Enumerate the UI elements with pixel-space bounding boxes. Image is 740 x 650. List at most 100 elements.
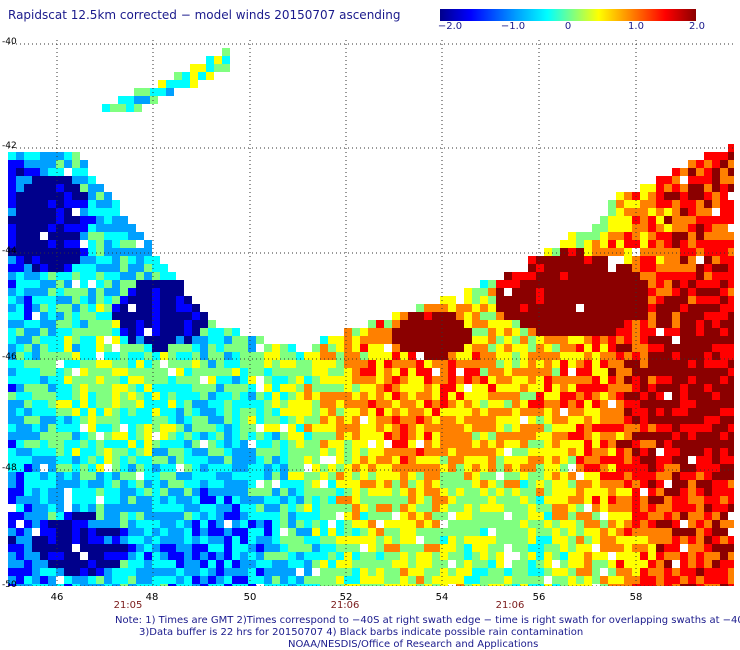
map-cell — [320, 584, 328, 586]
map-cell — [40, 240, 48, 248]
map-cell — [88, 544, 96, 552]
map-cell — [592, 560, 600, 568]
map-cell — [520, 544, 528, 552]
map-cell — [576, 392, 584, 400]
map-cell — [504, 344, 512, 352]
map-cell — [320, 352, 328, 360]
map-cell — [392, 536, 400, 544]
map-cell — [728, 168, 734, 176]
map-cell — [32, 224, 40, 232]
map-cell — [544, 416, 552, 424]
map-cell — [704, 464, 712, 472]
map-cell — [256, 520, 264, 528]
map-cell — [448, 408, 456, 416]
map-cell — [368, 432, 376, 440]
map-cell — [568, 360, 576, 368]
map-cell — [720, 480, 728, 488]
map-cell — [472, 504, 480, 512]
map-cell — [336, 544, 344, 552]
map-cell — [544, 464, 552, 472]
map-cell — [184, 336, 192, 344]
map-cell — [248, 432, 256, 440]
map-cell — [256, 544, 264, 552]
map-cell — [56, 336, 64, 344]
map-cell — [472, 336, 480, 344]
map-cell — [640, 400, 648, 408]
map-cell — [656, 464, 664, 472]
map-cell — [368, 384, 376, 392]
map-cell — [88, 208, 96, 216]
map-cell — [40, 328, 48, 336]
map-cell — [528, 392, 536, 400]
map-cell — [616, 584, 624, 586]
map-cell — [272, 376, 280, 384]
map-cell — [328, 464, 336, 472]
map-cell — [720, 184, 728, 192]
map-cell — [688, 488, 696, 496]
map-cell — [152, 288, 160, 296]
map-cell — [696, 496, 704, 504]
map-cell — [376, 560, 384, 568]
map-cell — [184, 432, 192, 440]
map-cell — [624, 584, 632, 586]
map-cell — [240, 584, 248, 586]
map-cell — [640, 432, 648, 440]
map-cell — [728, 280, 734, 288]
map-cell — [696, 368, 704, 376]
map-cell — [296, 496, 304, 504]
map-cell — [728, 216, 734, 224]
colorbar-tick-3: 0 — [564, 21, 572, 32]
map-cell — [456, 576, 464, 584]
map-cell — [696, 416, 704, 424]
map-cell — [656, 264, 664, 272]
map-cell — [616, 312, 624, 320]
map-cell — [600, 408, 608, 416]
map-cell — [16, 536, 24, 544]
map-cell — [32, 488, 40, 496]
map-cell — [704, 200, 712, 208]
map-cell — [376, 536, 384, 544]
map-cell — [64, 256, 72, 264]
map-cell — [88, 288, 96, 296]
map-cell — [704, 384, 712, 392]
map-cell — [112, 368, 120, 376]
map-cell — [216, 528, 224, 536]
map-cell — [432, 336, 440, 344]
map-cell — [80, 416, 88, 424]
map-cell — [360, 336, 368, 344]
map-cell — [688, 568, 696, 576]
map-cell — [64, 264, 72, 272]
map-cell — [80, 272, 88, 280]
map-cell — [456, 504, 464, 512]
map-cell — [352, 432, 360, 440]
map-cell — [16, 248, 24, 256]
map-cell — [224, 536, 232, 544]
map-cell — [568, 256, 576, 264]
map-cell — [152, 352, 160, 360]
map-cell — [440, 440, 448, 448]
map-cell — [560, 496, 568, 504]
map-cell — [656, 296, 664, 304]
map-cell — [688, 416, 696, 424]
map-cell — [416, 312, 424, 320]
map-cell — [176, 288, 184, 296]
map-cell — [32, 216, 40, 224]
map-cell — [64, 160, 72, 168]
map-cell — [392, 552, 400, 560]
map-cell — [176, 424, 184, 432]
map-cell — [624, 416, 632, 424]
map-cell — [40, 552, 48, 560]
map-cell — [656, 408, 664, 416]
map-cell — [96, 400, 104, 408]
map-cell — [152, 336, 160, 344]
map-cell — [480, 400, 488, 408]
map-cell — [104, 272, 112, 280]
map-cell — [472, 488, 480, 496]
map-cell — [376, 472, 384, 480]
map-cell — [64, 408, 72, 416]
map-cell — [720, 472, 728, 480]
map-cell — [560, 552, 568, 560]
map-cell — [480, 320, 488, 328]
map-cell — [112, 256, 120, 264]
map-cell — [392, 576, 400, 584]
